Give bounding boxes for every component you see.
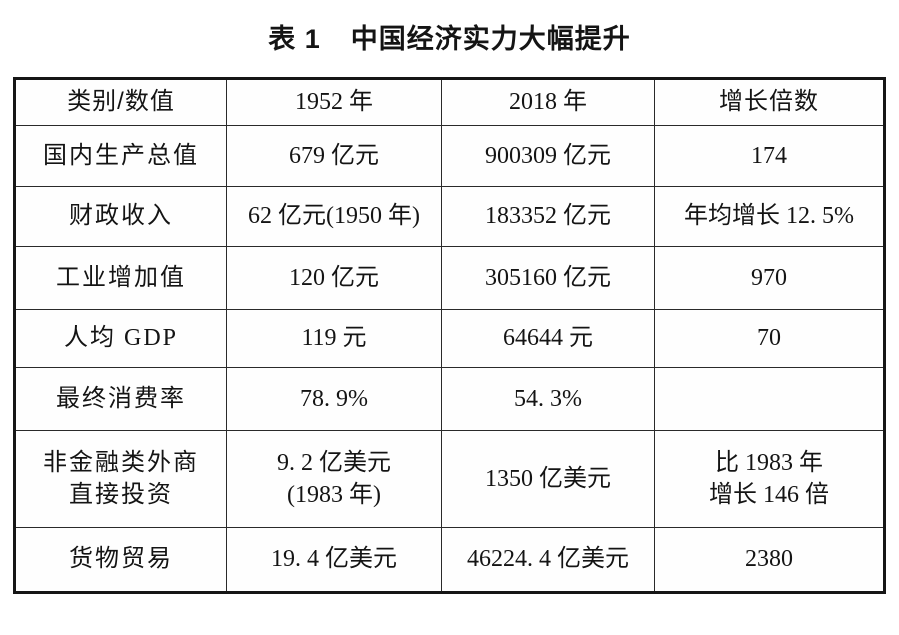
table-caption: 表 1 中国经济实力大幅提升 <box>0 17 899 56</box>
table-row: 非金融类外商 直接投资 9. 2 亿美元 (1983 年) 1350 亿美元 比… <box>14 430 885 528</box>
cell-2018: 54. 3% <box>441 367 655 431</box>
table-caption-number: 表 1 <box>268 24 321 54</box>
cell-1952: 9. 2 亿美元 (1983 年) <box>226 430 442 528</box>
cell-2018: 305160 亿元 <box>441 246 655 310</box>
cell-growth: 174 <box>654 125 885 187</box>
cell-2018: 183352 亿元 <box>441 186 655 247</box>
table-row: 国内生产总值 679 亿元 900309 亿元 174 <box>14 125 885 187</box>
cell-1952: 78. 9% <box>226 367 442 431</box>
cell-2018: 46224. 4 亿美元 <box>441 527 655 593</box>
cell-1952: 119 元 <box>226 309 442 368</box>
cell-1952: 679 亿元 <box>226 125 442 187</box>
row-label: 工业增加值 <box>14 246 227 310</box>
cell-growth <box>654 367 885 431</box>
column-header-2018: 2018 年 <box>441 78 655 126</box>
cell-growth: 年均增长 12. 5% <box>654 186 885 247</box>
column-header-growth-factor: 增长倍数 <box>654 78 885 126</box>
table-row: 最终消费率 78. 9% 54. 3% <box>14 367 885 431</box>
header-row: 类别/数值 1952 年 2018 年 增长倍数 <box>14 78 885 126</box>
row-label: 最终消费率 <box>14 367 227 431</box>
cell-growth: 比 1983 年 增长 146 倍 <box>654 430 885 528</box>
cell-2018: 64644 元 <box>441 309 655 368</box>
row-label: 国内生产总值 <box>14 125 227 187</box>
cell-1952: 19. 4 亿美元 <box>226 527 442 593</box>
row-label: 货物贸易 <box>14 527 227 593</box>
column-header-category: 类别/数值 <box>14 78 227 126</box>
table-row: 工业增加值 120 亿元 305160 亿元 970 <box>14 246 885 310</box>
economic-strength-table: 类别/数值 1952 年 2018 年 增长倍数 国内生产总值 679 亿元 9… <box>13 77 886 594</box>
table-row: 财政收入 62 亿元(1950 年) 183352 亿元 年均增长 12. 5% <box>14 186 885 247</box>
cell-2018: 1350 亿美元 <box>441 430 655 528</box>
cell-growth: 70 <box>654 309 885 368</box>
column-header-1952: 1952 年 <box>226 78 442 126</box>
row-label: 财政收入 <box>14 186 227 247</box>
row-label: 人均 GDP <box>14 309 227 368</box>
cell-growth: 970 <box>654 246 885 310</box>
cell-2018: 900309 亿元 <box>441 125 655 187</box>
row-label: 非金融类外商 直接投资 <box>14 430 227 528</box>
cell-growth: 2380 <box>654 527 885 593</box>
cell-1952: 62 亿元(1950 年) <box>226 186 442 247</box>
table-row: 人均 GDP 119 元 64644 元 70 <box>14 309 885 368</box>
table-caption-title: 中国经济实力大幅提升 <box>350 24 631 54</box>
cell-1952: 120 亿元 <box>226 246 442 310</box>
table-row: 货物贸易 19. 4 亿美元 46224. 4 亿美元 2380 <box>14 527 885 593</box>
